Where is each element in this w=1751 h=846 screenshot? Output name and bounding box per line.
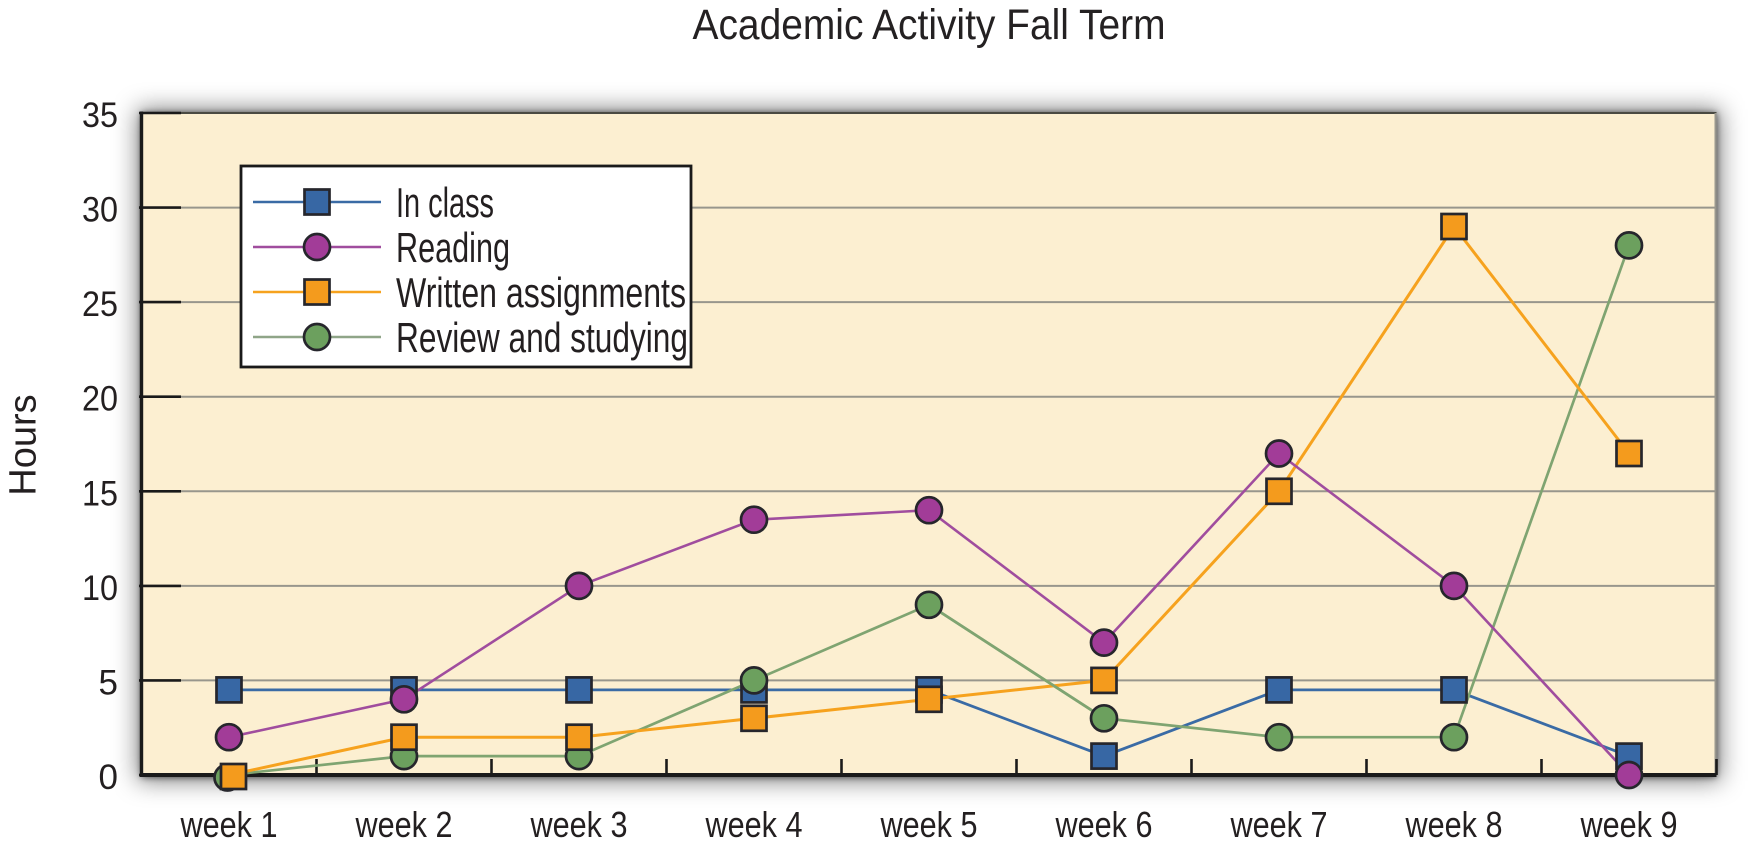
svg-text:Reading: Reading: [396, 224, 510, 271]
svg-text:week 7: week 7: [1230, 804, 1328, 841]
svg-text:week 1: week 1: [180, 804, 278, 841]
svg-text:Review and studying: Review and studying: [396, 314, 688, 361]
svg-text:0: 0: [99, 758, 118, 797]
svg-text:10: 10: [82, 569, 118, 608]
svg-text:week 3: week 3: [530, 804, 628, 841]
svg-text:Written assignments: Written assignments: [396, 269, 686, 316]
svg-text:Academic Activity Fall Term: Academic Activity Fall Term: [693, 1, 1166, 49]
svg-text:week 5: week 5: [880, 804, 978, 841]
svg-text:week 9: week 9: [1580, 804, 1678, 841]
svg-text:20: 20: [82, 380, 118, 419]
svg-text:Hours: Hours: [3, 394, 45, 495]
svg-text:week 4: week 4: [705, 804, 803, 841]
svg-text:week 6: week 6: [1055, 804, 1153, 841]
svg-text:25: 25: [82, 285, 118, 324]
svg-text:35: 35: [82, 96, 118, 135]
svg-text:week 2: week 2: [355, 804, 453, 841]
svg-text:week 8: week 8: [1405, 804, 1503, 841]
svg-text:In class: In class: [396, 179, 494, 226]
svg-text:30: 30: [82, 191, 118, 230]
svg-text:15: 15: [82, 474, 118, 513]
svg-text:5: 5: [99, 663, 118, 702]
